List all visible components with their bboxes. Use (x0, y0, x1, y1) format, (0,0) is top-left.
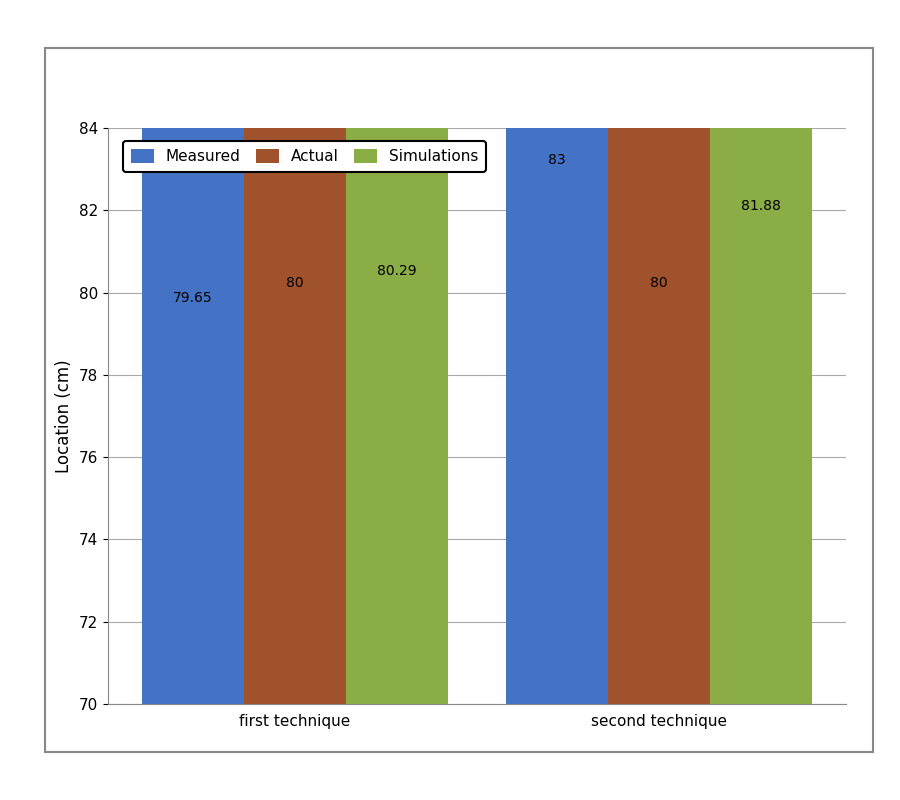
Bar (244, 0, 346, 704)
Bar (506, 0, 608, 704)
Y-axis label: Location (cm): Location (cm) (55, 359, 73, 473)
Text: 79.65: 79.65 (173, 290, 212, 305)
Text: 80: 80 (286, 276, 303, 290)
Bar (141, 0, 244, 704)
Bar (608, 0, 710, 704)
Bar (710, 0, 813, 704)
Text: 81.88: 81.88 (742, 198, 781, 213)
Text: 83: 83 (548, 153, 566, 166)
Text: 80.29: 80.29 (377, 264, 417, 278)
Text: 80: 80 (651, 276, 668, 290)
Bar (346, 0, 448, 704)
Legend: Measured, Actual, Simulations: Measured, Actual, Simulations (123, 142, 486, 172)
